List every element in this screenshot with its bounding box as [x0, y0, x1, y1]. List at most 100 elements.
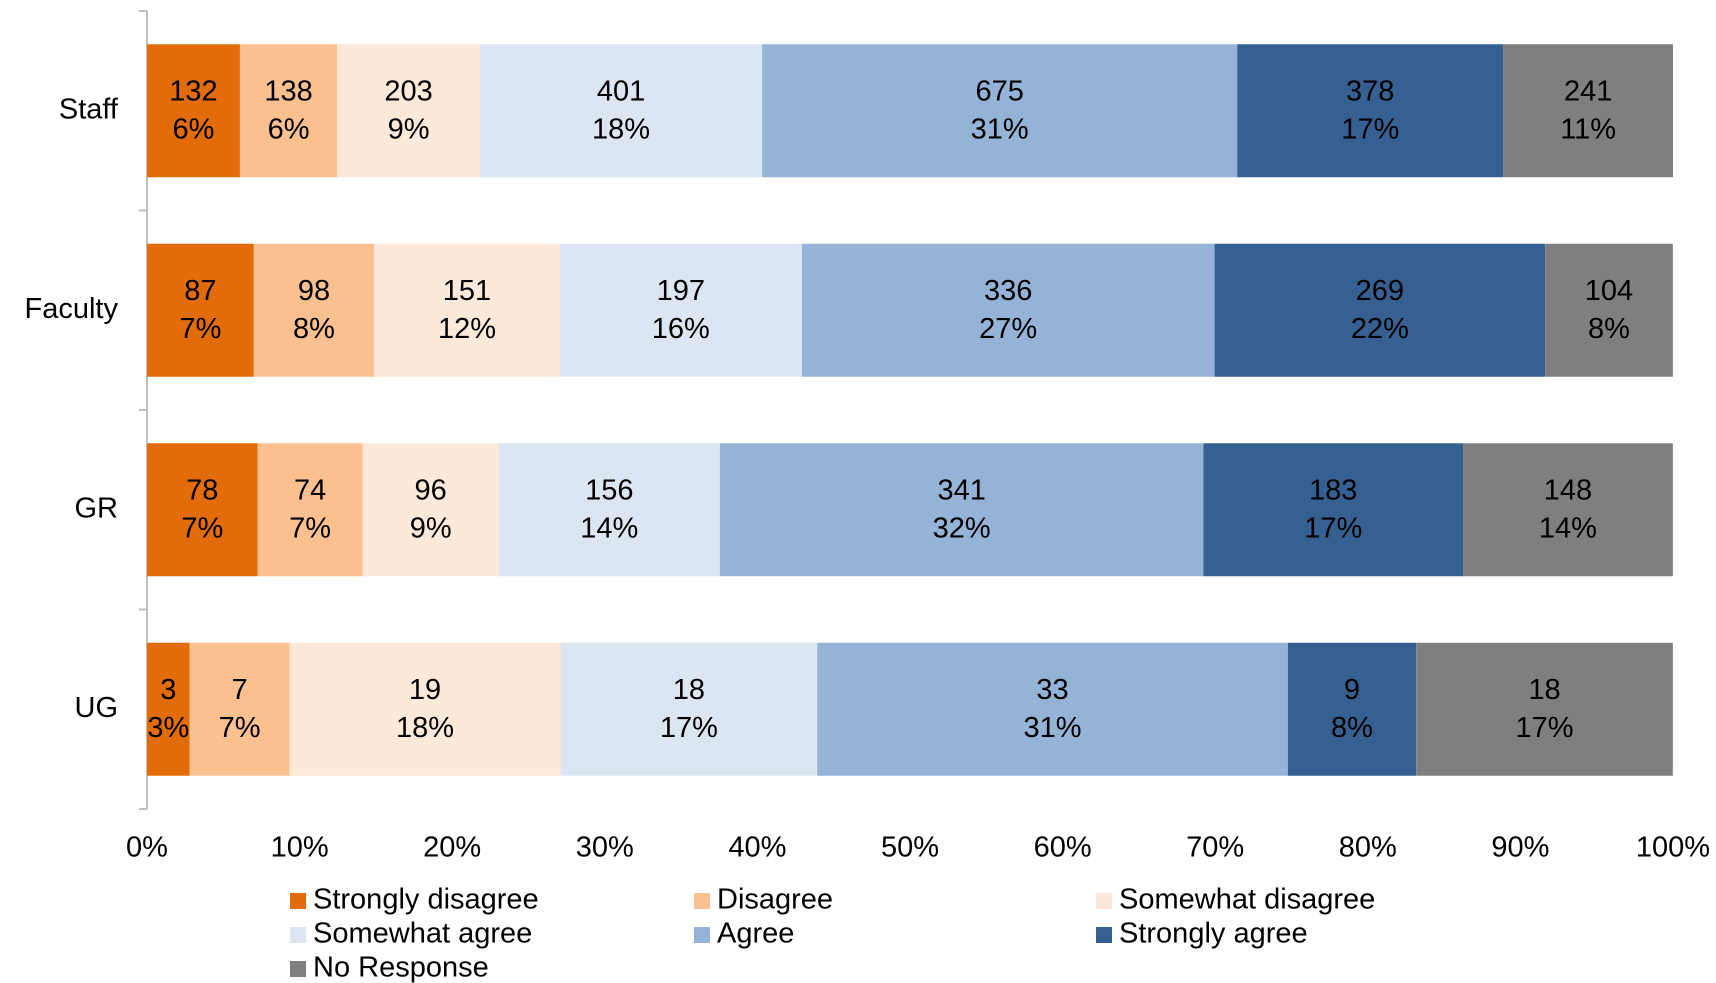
x-tick-label: 40%	[728, 832, 786, 864]
legend-label: Disagree	[717, 884, 833, 916]
bar-segment	[1416, 642, 1673, 776]
count-label: 401	[597, 75, 645, 107]
legend-swatch	[290, 961, 306, 977]
legend-swatch	[1096, 893, 1112, 909]
bar-segment	[719, 443, 1204, 577]
bar-segment	[559, 243, 802, 377]
legend-label: Strongly agree	[1119, 918, 1308, 950]
count-label: 98	[298, 275, 330, 307]
count-label: 74	[294, 474, 326, 506]
count-label: 18	[673, 674, 705, 706]
count-label: 138	[264, 75, 312, 107]
value-label: 18%	[396, 712, 454, 744]
bar-segment	[239, 44, 338, 178]
bar-segment	[189, 642, 290, 776]
value-label: 17%	[1341, 113, 1399, 145]
count-label: 33	[1036, 674, 1068, 706]
value-label: 27%	[979, 313, 1037, 345]
count-label: 156	[585, 474, 633, 506]
value-label: 8%	[293, 313, 335, 345]
legend-swatch	[290, 893, 306, 909]
bar-segment	[479, 44, 763, 178]
value-label: 9%	[410, 512, 452, 544]
legend-swatch	[694, 893, 710, 909]
bar-segment	[1503, 44, 1673, 178]
legend-label: Somewhat agree	[313, 918, 532, 950]
value-label: 6%	[173, 113, 215, 145]
legend-label: Strongly disagree	[313, 884, 539, 916]
count-label: 269	[1356, 275, 1404, 307]
y-tick-label: Staff	[59, 93, 119, 125]
bar-segment	[560, 642, 818, 776]
legend-label: No Response	[313, 952, 489, 983]
count-label: 241	[1564, 75, 1612, 107]
x-tick-label: 80%	[1339, 832, 1397, 864]
bar-segment	[801, 243, 1215, 377]
count-label: 104	[1585, 275, 1633, 307]
bar-segment	[147, 642, 190, 776]
bar-segment	[147, 44, 240, 178]
bar-segment	[1203, 443, 1464, 577]
bar-segment	[289, 642, 561, 776]
x-tick-label: 10%	[271, 832, 329, 864]
bar-segment	[498, 443, 720, 577]
bar-segment	[1545, 243, 1673, 377]
x-tick-label: 60%	[1034, 832, 1092, 864]
legend-label: Somewhat disagree	[1119, 884, 1375, 916]
count-label: 18	[1528, 674, 1560, 706]
bar-segment	[362, 443, 499, 577]
count-label: 87	[184, 275, 216, 307]
value-label: 31%	[971, 113, 1029, 145]
bar-segment	[817, 642, 1288, 776]
x-tick-label: 30%	[576, 832, 634, 864]
bar-segment	[337, 44, 480, 178]
x-tick-label: 90%	[1491, 832, 1549, 864]
x-tick-label: 50%	[881, 832, 939, 864]
bar-segment	[762, 44, 1238, 178]
value-label: 7%	[289, 512, 331, 544]
value-label: 32%	[933, 512, 991, 544]
value-label: 9%	[388, 113, 430, 145]
value-label: 7%	[181, 512, 223, 544]
value-label: 17%	[660, 712, 718, 744]
y-tick-label: UG	[75, 692, 119, 724]
count-label: 336	[984, 275, 1032, 307]
value-label: 17%	[1304, 512, 1362, 544]
bar-segment	[253, 243, 375, 377]
count-label: 183	[1309, 474, 1357, 506]
bar-segment	[1463, 443, 1673, 577]
legend-swatch	[694, 927, 710, 943]
y-tick-label: Faculty	[25, 293, 119, 325]
legend-swatch	[1096, 927, 1112, 943]
x-tick-label: 100%	[1636, 832, 1710, 864]
count-label: 96	[415, 474, 447, 506]
value-label: 3%	[147, 712, 189, 744]
value-label: 16%	[652, 313, 710, 345]
count-label: 3	[160, 674, 176, 706]
legend-swatch	[290, 927, 306, 943]
count-label: 132	[169, 75, 217, 107]
count-label: 151	[443, 275, 491, 307]
count-label: 341	[937, 474, 985, 506]
value-label: 8%	[1331, 712, 1373, 744]
value-label: 22%	[1351, 313, 1409, 345]
count-label: 378	[1346, 75, 1394, 107]
value-label: 17%	[1515, 712, 1573, 744]
value-label: 8%	[1588, 313, 1630, 345]
bar-segment	[374, 243, 560, 377]
count-label: 203	[384, 75, 432, 107]
value-label: 11%	[1560, 113, 1616, 145]
count-label: 78	[186, 474, 218, 506]
bar-segment	[1214, 243, 1546, 377]
value-label: 14%	[580, 512, 638, 544]
bar-segment	[147, 243, 254, 377]
value-label: 7%	[219, 712, 261, 744]
count-label: 9	[1344, 674, 1360, 706]
value-label: 18%	[592, 113, 650, 145]
x-tick-label: 70%	[1186, 832, 1244, 864]
value-label: 6%	[268, 113, 310, 145]
count-label: 197	[657, 275, 705, 307]
x-tick-label: 20%	[423, 832, 481, 864]
count-label: 675	[975, 75, 1023, 107]
